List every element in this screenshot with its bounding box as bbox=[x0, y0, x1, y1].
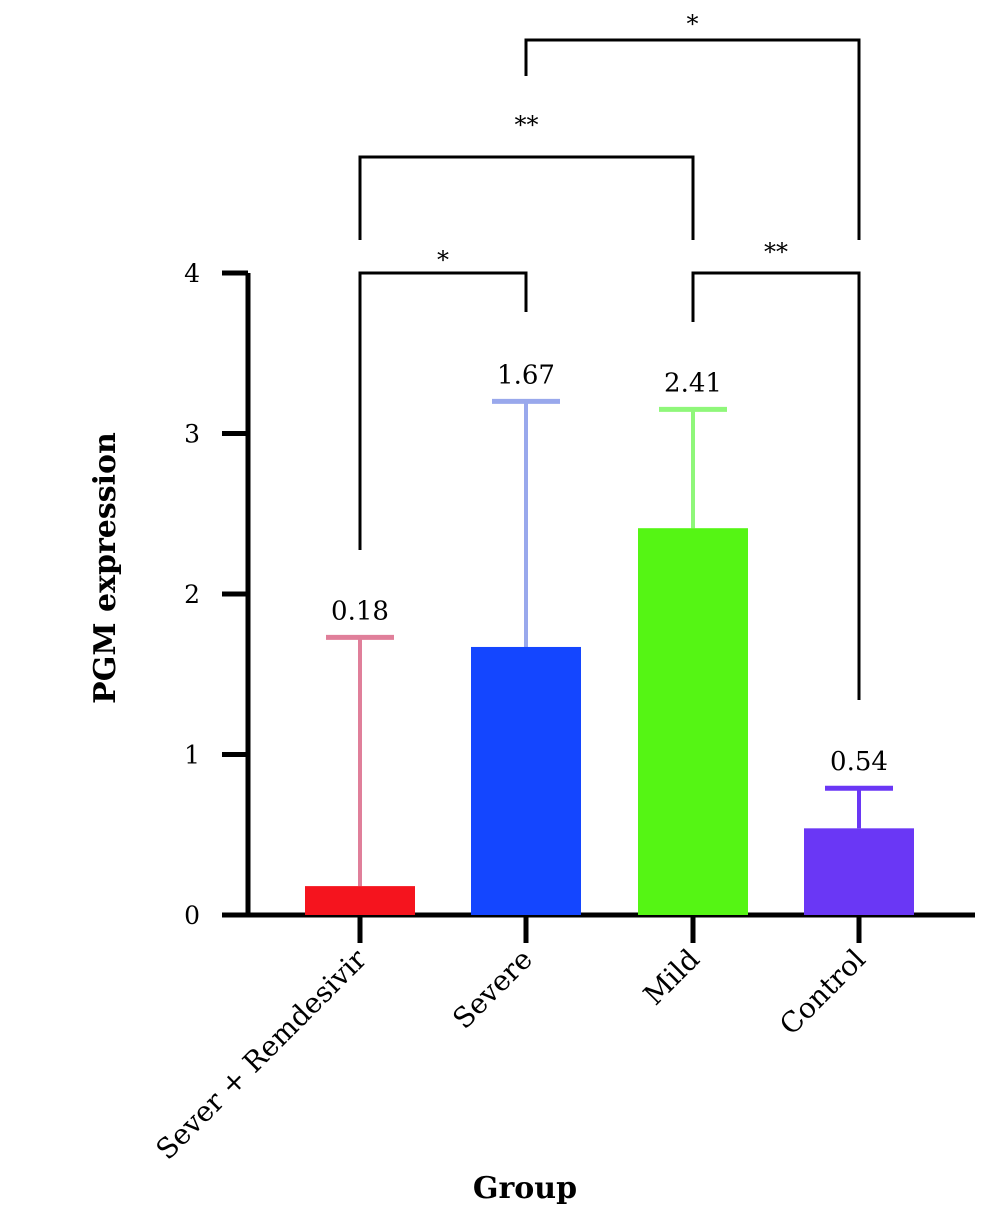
y-tick-label-4: 4 bbox=[184, 259, 200, 288]
significance-label-1: * bbox=[437, 246, 449, 274]
category-label-2: Severe bbox=[446, 943, 539, 1036]
y-axis-title: PGM expression bbox=[88, 432, 123, 704]
y-tick-label-2: 2 bbox=[184, 580, 200, 609]
significance-bracket-1 bbox=[358, 271, 528, 550]
value-label-1: 0.18 bbox=[331, 596, 389, 626]
y-tick-label-1: 1 bbox=[184, 741, 200, 770]
category-label-3: Mild bbox=[637, 943, 706, 1012]
x-axis-title: Group bbox=[473, 1171, 577, 1206]
significance-bracket-2 bbox=[691, 271, 861, 700]
value-label-4: 0.54 bbox=[830, 747, 888, 777]
value-label-2: 1.67 bbox=[497, 360, 555, 390]
category-label-4: Control bbox=[773, 943, 872, 1042]
significance-label-4: * bbox=[687, 10, 699, 38]
bar-3 bbox=[638, 528, 748, 915]
bar-1 bbox=[305, 886, 415, 915]
significance-bracket-3 bbox=[358, 155, 695, 240]
category-label-1: Sever + Remdesivir bbox=[150, 942, 374, 1166]
bar-2 bbox=[471, 646, 581, 915]
y-tick-label-0: 0 bbox=[184, 901, 200, 930]
y-tick-label-3: 3 bbox=[184, 420, 200, 449]
significance-bracket-4 bbox=[524, 38, 861, 240]
plot-area: 0 1 2 3 4 0.18 Sever + Remdesivir 1.67 Severe 2.4… bbox=[150, 10, 975, 1166]
significance-label-3: ** bbox=[515, 111, 539, 139]
significance-label-2: ** bbox=[764, 238, 788, 266]
bar-4 bbox=[804, 828, 914, 915]
value-label-3: 2.41 bbox=[664, 368, 722, 398]
